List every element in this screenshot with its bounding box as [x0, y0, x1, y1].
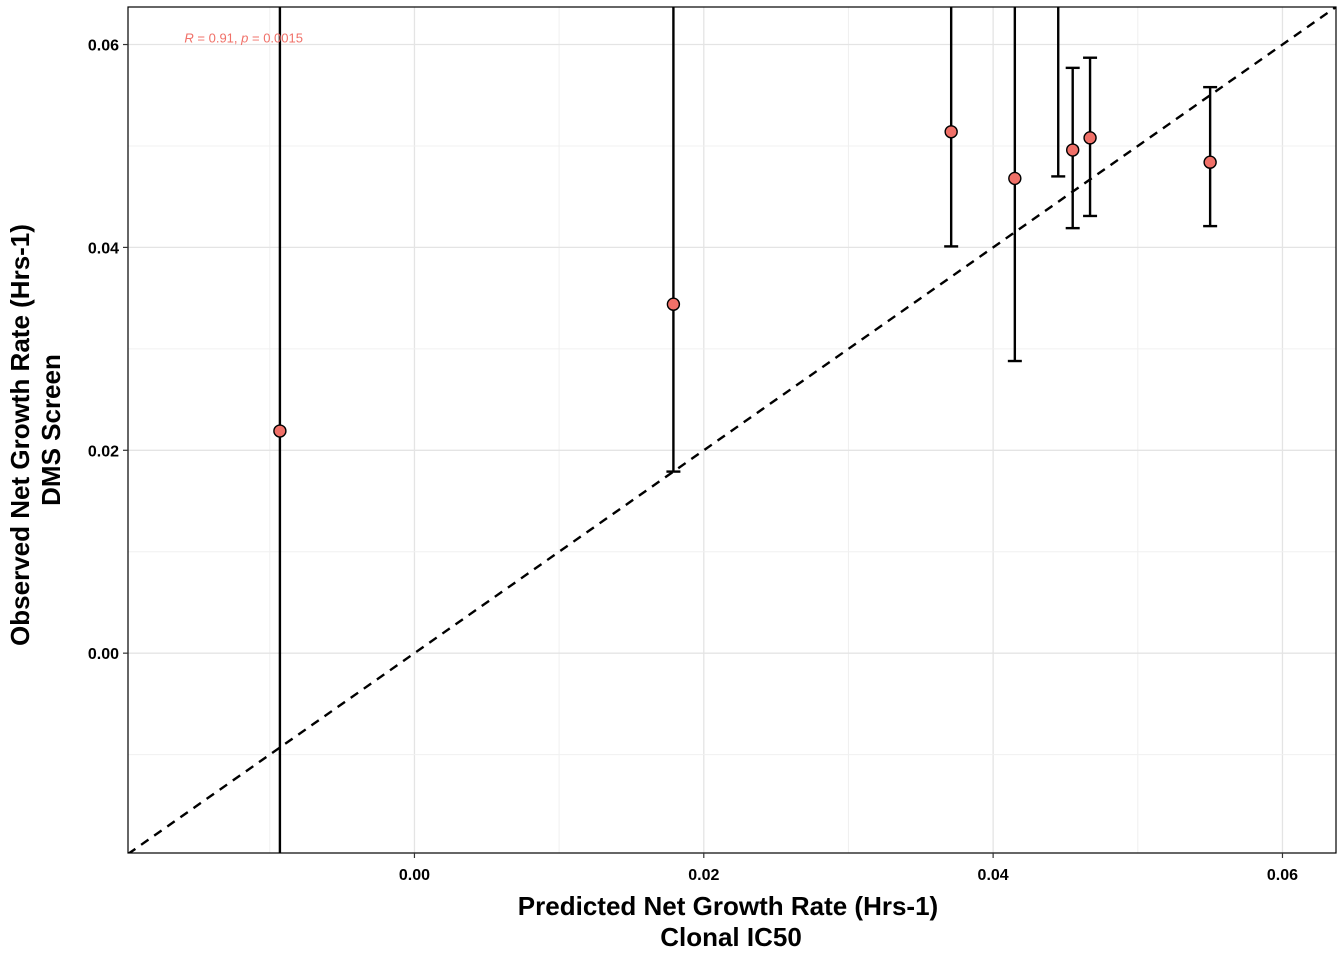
annotation-correlation: R = 0.91, p = 0.0015 — [184, 30, 303, 45]
x-tick-label: 0.04 — [978, 867, 1009, 884]
annotation-p-label: p — [240, 30, 248, 45]
annotation-r-value: = 0.91, — [194, 30, 241, 45]
x-tick-label: 0.06 — [1267, 867, 1298, 884]
x-axis: 0.00 0.02 0.04 0.06 — [399, 853, 1298, 884]
annotation-r-label: R — [184, 30, 193, 45]
x-tick-label: 0.02 — [688, 867, 719, 884]
data-point — [1008, 171, 1022, 186]
error-bar — [1051, 7, 1066, 178]
data-point — [944, 125, 958, 139]
data-point — [1083, 131, 1097, 145]
x-axis-title-line1: Predicted Net Growth Rate (Hrs-1) — [518, 891, 938, 921]
data-points — [273, 125, 1217, 438]
plot-border — [127, 6, 1337, 854]
y-axis: 0.00 0.02 0.04 0.06 — [88, 38, 128, 663]
error-bar — [666, 7, 681, 473]
annotation-p-value: = 0.0015 — [248, 30, 303, 45]
y-tick-label: 0.02 — [88, 443, 119, 460]
reference-line — [128, 7, 1336, 853]
data-point — [1065, 143, 1080, 157]
y-tick-label: 0.06 — [88, 38, 119, 55]
x-axis-title-line2: Clonal IC50 — [660, 922, 802, 952]
grid-lines — [128, 7, 1336, 853]
y-axis-title-line2: DMS Screen — [36, 354, 66, 506]
data-point — [1203, 155, 1217, 169]
reference-line-layer — [128, 7, 1336, 853]
data-point — [273, 424, 287, 438]
y-tick-label: 0.00 — [88, 646, 119, 663]
y-axis-title-line1: Observed Net Growth Rate (Hrs-1) — [5, 224, 35, 646]
x-tick-label: 0.00 — [399, 867, 430, 884]
y-tick-label: 0.04 — [88, 240, 119, 257]
data-point — [666, 297, 681, 311]
